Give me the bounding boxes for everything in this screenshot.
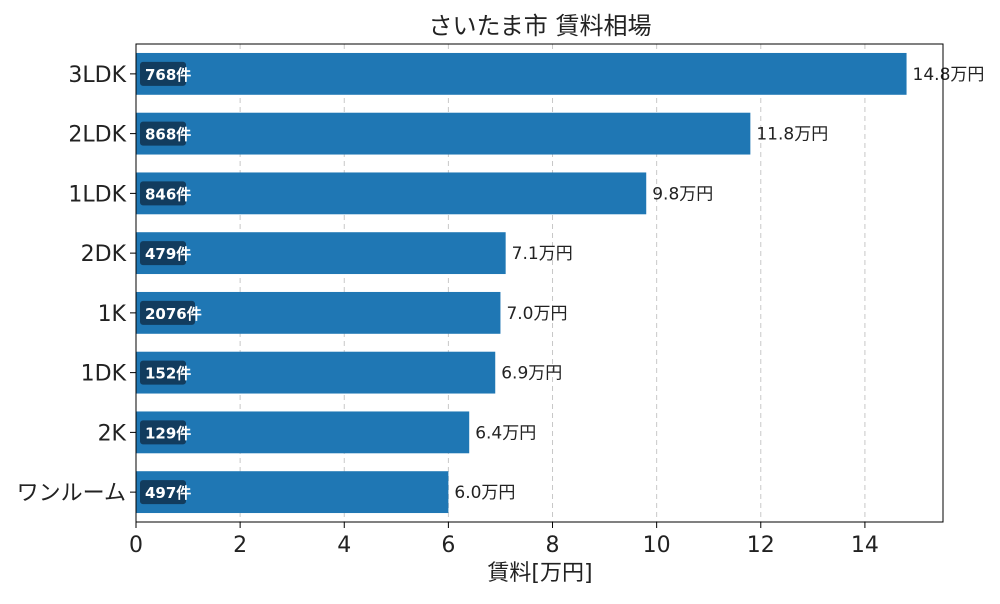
category-label: 1LDK [68,182,126,207]
value-label: 9.8万円 [652,184,713,204]
count-badge [140,480,186,505]
bar [136,411,470,454]
category-label: ワンルーム [17,481,126,506]
x-axis: 0 2 4 6 8 10 12 14 [129,522,879,558]
x-tick-label: 8 [546,533,560,558]
x-axis-label: 賃料[万円] [487,561,592,586]
count-label: 768件 [145,66,191,84]
value-label: 11.8万円 [756,125,828,145]
count-badge [140,121,186,146]
bar [136,351,496,394]
count-label: 2076件 [145,305,202,323]
count-badge [140,360,186,385]
value-label: 6.9万円 [501,364,562,384]
count-label: 846件 [145,185,191,203]
bar [136,471,449,514]
x-tick-label: 2 [233,533,247,558]
category-label: 2K [98,421,127,446]
count-label: 868件 [145,126,191,144]
y-axis: 3LDK 2LDK 1LDK 2DK 1K 1DK 2K ワンルーム [17,63,136,506]
count-badge [140,241,186,266]
count-badge [140,420,186,445]
bar [136,172,647,215]
category-label: 3LDK [68,63,126,88]
x-tick-label: 14 [851,533,879,558]
value-label: 7.0万円 [506,304,567,324]
value-label: 14.8万円 [913,65,985,85]
x-tick-label: 10 [643,533,671,558]
bar [136,112,751,155]
bars: 768件 14.8万円 868件 11.8万円 846件 9.8万円 479件 7.1万円 20… [136,52,985,514]
x-tick-label: 6 [441,533,455,558]
category-label: 1DK [81,362,127,387]
bar [136,291,501,334]
chart-title: さいたま市 賃料相場 [429,12,652,40]
count-label: 479件 [145,245,191,263]
value-label: 6.4万円 [475,423,536,443]
count-badge [140,61,186,86]
count-badge [140,181,186,206]
count-label: 497件 [145,484,191,502]
x-tick-label: 4 [337,533,351,558]
x-tick-label: 12 [747,533,775,558]
category-label: 2DK [81,242,127,267]
count-label: 129件 [145,424,191,442]
bar [136,52,907,95]
plot-frame [135,43,944,523]
category-label: 2LDK [68,123,126,148]
category-label: 1K [98,302,127,327]
count-label: 152件 [145,365,191,383]
x-tick-label: 0 [129,533,143,558]
value-label: 7.1万円 [512,244,573,264]
bar [136,232,506,275]
value-label: 6.0万円 [454,483,515,503]
count-badge [140,300,195,325]
